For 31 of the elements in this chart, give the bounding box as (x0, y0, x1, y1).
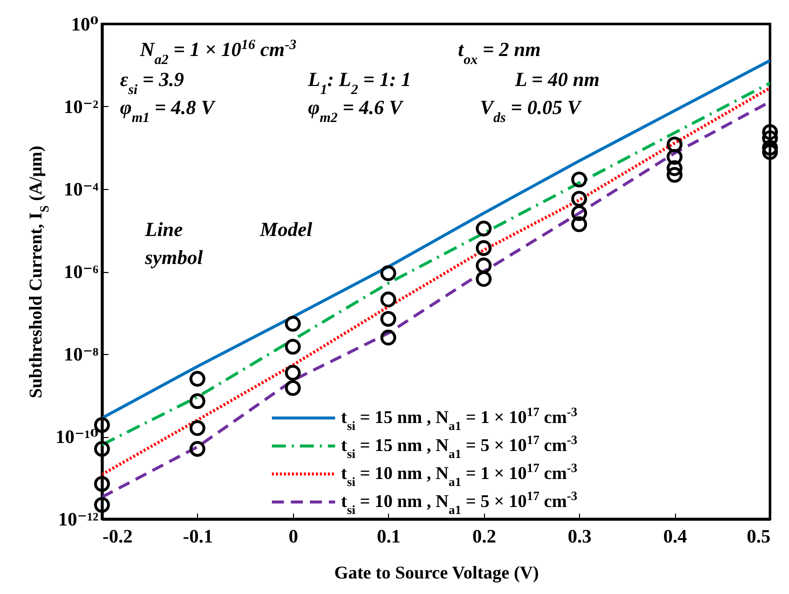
annotation: Line (144, 219, 183, 241)
y-tick-label: 10⁻¹² (58, 510, 99, 530)
annotation: L = 40 nm (514, 69, 600, 91)
annotation: φ$_{m1}$ = 4.8 V (120, 97, 216, 126)
x-tick-label: 0.2 (472, 526, 496, 548)
y-tick-label: 10⁻⁴ (64, 180, 99, 200)
annotation: φ$_{m2}$ = 4.6 V (308, 97, 404, 126)
x-tick-label: -0.2 (102, 526, 133, 548)
x-tick-label: 0.4 (663, 526, 688, 548)
x-tick-label: 0.1 (376, 526, 401, 548)
y-tick-label: 10⁻² (64, 97, 99, 118)
x-tick-label: 0.5 (746, 526, 770, 548)
y-tick-label: 10⁰ (71, 14, 98, 36)
y-tick-label: 10⁻⁶ (64, 262, 99, 283)
x-tick-label: 0 (288, 526, 298, 548)
annotation: ε$_{si}$ = 3.9 (120, 69, 184, 98)
legend-label: t$_{si}$ = 15 nm , N$_{a1}$ = 1 × 10$^{17}$ cm$^{-3}$ (341, 405, 578, 433)
x-tick-label: -0.1 (182, 526, 213, 548)
annotation: V$_{ds}$ = 0.05 V (480, 97, 582, 126)
x-axis-title: Gate to Source Voltage (V) (334, 562, 539, 582)
legend-label: t$_{si}$ = 10 nm , N$_{a1}$ = 5 × 10$^{17}$ cm$^{-3}$ (341, 489, 578, 517)
y-tick-label: 10⁻¹⁰ (55, 427, 98, 448)
y-tick-label: 10⁻⁸ (64, 344, 99, 366)
annotation: N$_{a2}$ = 1 × 10$^{16}$ cm$^{-3}$ (139, 38, 296, 68)
legend-label: t$_{si}$ = 15 nm , N$_{a1}$ = 5 × 10$^{17}$ cm$^{-3}$ (341, 433, 578, 461)
annotation: Model (259, 219, 313, 241)
annotation: t$_{ox}$ = 2 nm (458, 39, 541, 68)
annotation: symbol (144, 247, 204, 269)
legend-label: t$_{si}$ = 10 nm , N$_{a1}$ = 1 × 10$^{17}$ cm$^{-3}$ (341, 461, 578, 489)
annotation: L$_{1}$: L$_{2}$ = 1: 1 (307, 69, 412, 98)
x-tick-label: 0.3 (568, 526, 592, 548)
